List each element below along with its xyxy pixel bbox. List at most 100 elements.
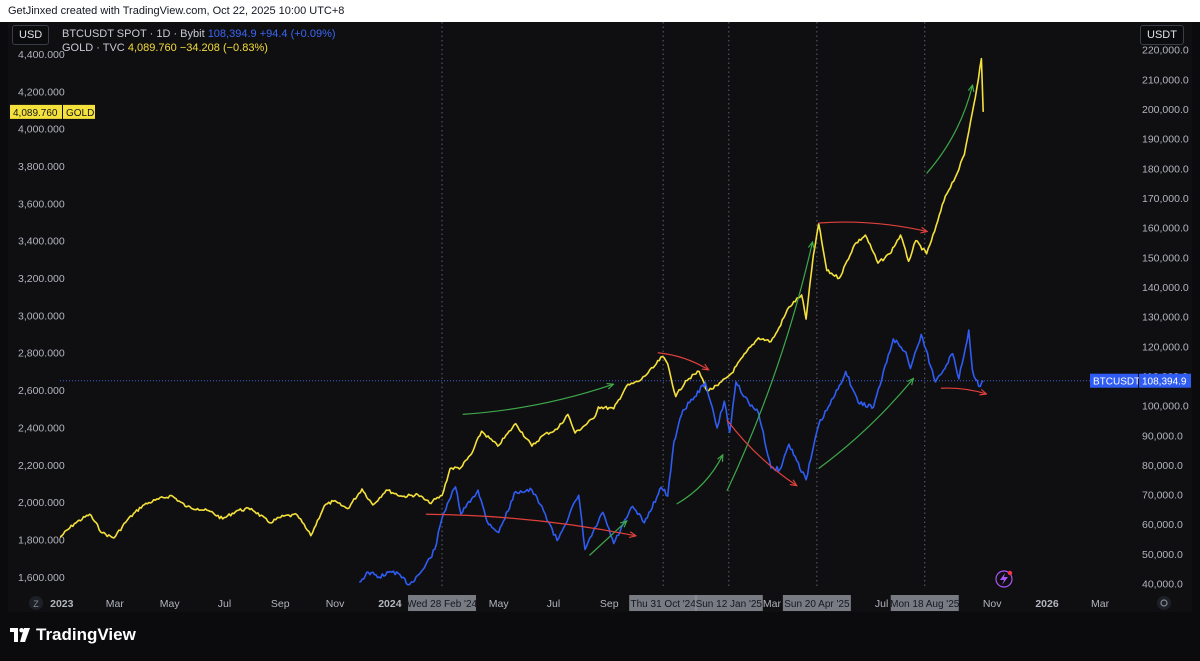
legend-gold[interactable]: GOLD · TVC 4,089.760 −34.208 (−0.83%) [62,41,336,55]
tradingview-logo-icon [10,628,30,642]
gold-price-tag-label: 4,089.760 [13,108,58,119]
right-tick-label: 180,000.0 [1142,163,1189,175]
btc-price-tag [1139,373,1191,388]
tradingview-brand[interactable]: TradingView [10,625,136,645]
chart-panel[interactable]: 1,600.000 1,800.000 2,000.000 2,200.000 2,40… [8,22,1192,612]
timezone-icon-glyph: Z [33,599,39,609]
red-annotation-arrow [818,221,927,231]
marked-date-box [782,595,851,611]
left-tick-label: 2,000.000 [18,497,65,509]
right-tick-label: 150,000.0 [1142,252,1189,264]
left-tick-label: 3,800.000 [18,161,65,173]
brand-label: TradingView [36,625,136,644]
left-tick-label: 2,600.000 [18,385,65,397]
left-tick-label: 2,800.000 [18,348,65,360]
gold-price-tag [10,104,62,119]
green-annotation-arrow [676,455,723,505]
x-tick-label: May [489,598,510,610]
x-tick-label: Nov [326,598,345,610]
red-annotation-arrow [425,513,635,535]
x-tick-label: Mar [106,598,125,610]
right-tick-label: 90,000.0 [1142,430,1183,442]
marked-date-box [629,595,698,611]
price-chart[interactable]: 1,600.000 1,800.000 2,000.000 2,200.000 2,40… [8,22,1192,612]
gold-symbol-tag [63,104,95,119]
x-tick-label: May [160,598,181,610]
x-tick-label: 2024 [378,598,402,610]
right-tick-label: 100,000.0 [1142,401,1189,413]
lightning-icon-bolt [1000,573,1008,585]
footer [0,612,1200,661]
legend-btc-change: +94.4 (+0.09%) [259,28,336,40]
lightning-icon-ring [995,570,1013,588]
green-annotation-arrow [926,86,973,174]
left-tick-label: 2,200.000 [18,460,65,472]
left-tick-label: 4,000.000 [18,124,65,136]
left-tick-label: 1,800.000 [18,534,65,546]
legend-btc[interactable]: BTCUSDT SPOT · 1D · Bybit 108,394.9 +94.… [62,27,336,41]
marked-date-label: Thu 31 Oct '24 [631,599,697,610]
right-tick-label: 220,000.0 [1142,45,1189,57]
x-tick-label: Mar [763,598,782,610]
left-tick-label: 3,400.000 [18,236,65,248]
btc-series-line [359,329,984,586]
chart-legend: BTCUSDT SPOT · 1D · Bybit 108,394.9 +94.… [62,27,336,55]
gold-series-line [60,57,984,539]
settings-icon-glyph [1160,599,1168,607]
right-tick-label: 130,000.0 [1142,312,1189,324]
x-tick-label: 2023 [50,598,74,610]
right-tick-label: 40,000.0 [1142,579,1183,591]
right-tick-label: 70,000.0 [1142,490,1183,502]
marked-date-box [694,595,763,611]
plot-area [60,57,984,586]
marked-date-box [408,595,477,611]
right-tick-label: 170,000.0 [1142,193,1189,205]
x-tick-label: Jul [875,598,888,610]
marked-date-box [890,595,959,611]
x-tick-label: Jul [218,598,231,610]
settings-icon-bg [1157,596,1171,610]
red-annotation-arrow [726,419,796,485]
green-annotation-arrow [818,379,913,469]
red-annotation-arrow [657,352,708,370]
btc-symbol-tag [1090,373,1138,388]
marked-date-label: Mon 18 Aug '25 [890,599,960,610]
timezone-icon-bg [29,596,43,610]
legend-gold-price: 4,089.760 [127,42,177,54]
green-annotation-arrow [462,384,613,415]
right-tick-label: 190,000.0 [1142,134,1189,146]
green-annotation-arrow [589,521,626,556]
x-tick-label: Mar [1091,598,1110,610]
attribution-bar: GetJinxed created with TradingView.com, … [0,0,1200,22]
btc-price-tag-label: 108,394.9 [1142,377,1187,388]
left-tick-label: 4,200.000 [18,86,65,98]
red-annotation-arrow [940,387,986,394]
x-tick-label: 2026 [1035,598,1059,610]
left-tick-label: 3,600.000 [18,198,65,210]
legend-gold-symbol: GOLD · TVC [62,42,125,54]
left-tick-label: 2,400.000 [18,422,65,434]
left-tick-label: 3,000.000 [18,310,65,322]
right-tick-label: 140,000.0 [1142,282,1189,294]
right-tick-label: 50,000.0 [1142,549,1183,561]
x-tick-label: Jul [547,598,560,610]
left-tick-label: 3,200.000 [18,273,65,285]
left-tick-label: 1,600.000 [18,572,65,584]
left-tick-label: 4,400.000 [18,49,65,61]
right-tick-label: 160,000.0 [1142,223,1189,235]
btc-symbol-tag-label: BTCUSDT [1093,377,1140,388]
attribution-text: GetJinxed created with TradingView.com, … [8,5,345,17]
gold-symbol-tag-label: GOLD [66,108,94,119]
right-tick-label: 200,000.0 [1142,104,1189,116]
x-tick-label: Nov [983,598,1002,610]
x-tick-label: Sep [271,598,290,610]
settings-icon [1157,596,1171,610]
right-tick-label: 80,000.0 [1142,460,1183,472]
right-currency-button[interactable]: USDT [1140,25,1184,45]
legend-btc-symbol: BTCUSDT SPOT · 1D · Bybit [62,28,205,40]
timezone-icon: Z [29,596,43,610]
left-currency-button[interactable]: USD [12,25,50,45]
right-tick-label: 210,000.0 [1142,74,1189,86]
x-tick-label: Sep [600,598,619,610]
right-tick-label: 120,000.0 [1142,341,1189,353]
